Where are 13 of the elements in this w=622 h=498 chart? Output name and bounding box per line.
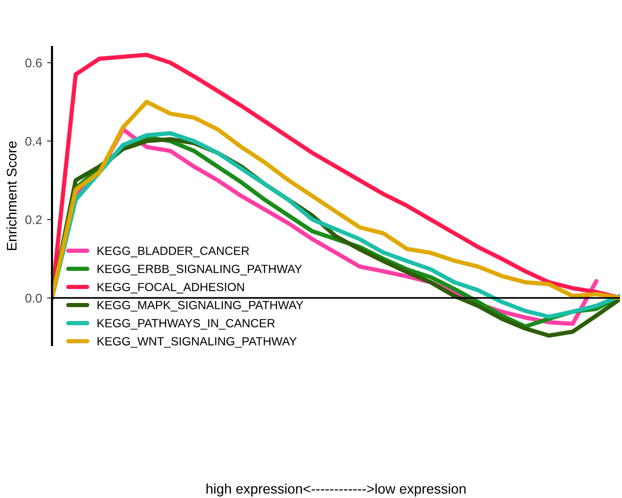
legend-label: KEGG_MAPK_SIGNALING_PATHWAY: [98, 300, 304, 312]
legend-label: KEGG_FOCAL_ADHESION: [98, 282, 244, 294]
y-axis-title: Enrichment Score: [6, 141, 17, 250]
legend-label: KEGG_BLADDER_CANCER: [98, 246, 249, 258]
legend-label: KEGG_WNT_SIGNALING_PATHWAY: [98, 337, 297, 348]
y-tick-label: 0.0: [25, 294, 42, 303]
legend-label: KEGG_ERBB_SIGNALING_PATHWAY: [98, 264, 302, 276]
y-tick-label: 0.6: [25, 58, 42, 68]
text: high expression<------------>low expression: [206, 484, 466, 496]
y-tick-label: 0.4: [25, 136, 42, 146]
line-series: [52, 100, 620, 300]
y-tick-label: 0.2: [25, 215, 42, 224]
legend-label: KEGG_PATHWAYS_IN_CANCER: [98, 319, 275, 330]
